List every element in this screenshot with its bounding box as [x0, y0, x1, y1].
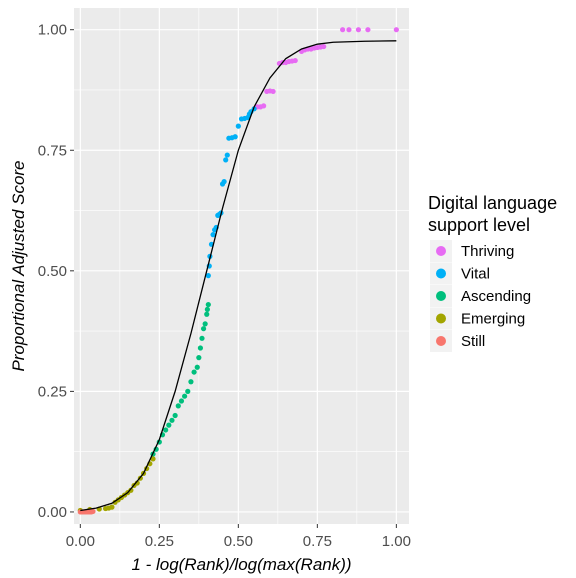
data-point-ascending [163, 427, 169, 433]
data-point-vital [223, 157, 229, 163]
data-point-ascending [182, 393, 188, 399]
legend-keys: Thriving Vital Ascending Emerging Still [430, 240, 531, 352]
data-point-vital [235, 123, 241, 129]
data-point-thriving [292, 57, 298, 64]
data-point-ascending [191, 369, 197, 375]
data-point-vital [224, 152, 230, 158]
data-point-thriving [365, 27, 371, 33]
data-point-ascending [202, 321, 208, 327]
data-point-emerging [128, 487, 134, 493]
data-point-thriving [355, 27, 362, 33]
x-tick-label: 1.00 [382, 533, 411, 550]
data-point-emerging [109, 504, 115, 510]
y-tick-label: 0.50 [38, 263, 67, 280]
data-point-ascending [200, 326, 207, 332]
legend-label-ascending: Ascending [461, 288, 531, 305]
grid-lines [74, 8, 409, 524]
legend-label-emerging: Emerging [461, 311, 525, 328]
data-point-thriving [261, 103, 267, 109]
data-point-vital [205, 273, 211, 279]
x-tick-label: 0.00 [66, 533, 95, 550]
data-point-ascending [199, 335, 205, 341]
plot-panel [74, 8, 409, 524]
legend-key-thriving [436, 246, 446, 256]
data-point-ascending [188, 379, 194, 385]
legend: Digital language support level Thriving V… [428, 193, 557, 352]
legend-label-thriving: Thriving [461, 243, 514, 260]
data-point-vital [232, 134, 238, 140]
data-point-ascending [197, 345, 204, 351]
data-point-ascending [172, 412, 178, 419]
data-point-thriving [393, 27, 399, 33]
data-point-ascending [205, 301, 211, 308]
data-point-ascending [178, 398, 185, 404]
fit-curve [80, 40, 397, 512]
legend-key-emerging [436, 313, 446, 324]
data-point-thriving [270, 88, 276, 95]
y-axis: 0.00 0.25 0.50 0.75 1.00 [38, 22, 74, 521]
x-tick-label: 0.25 [145, 533, 174, 550]
y-tick-label: 1.00 [38, 22, 67, 39]
data-point-thriving [346, 27, 352, 33]
x-tick-label: 0.75 [303, 533, 332, 550]
data-points [77, 27, 399, 515]
x-tick-label: 0.50 [224, 533, 253, 550]
x-axis: 0.00 0.25 0.50 0.75 1.00 [66, 524, 411, 550]
data-point-ascending [194, 364, 200, 370]
data-point-ascending [185, 388, 191, 394]
y-tick-label: 0.25 [38, 383, 67, 400]
y-tick-label: 0.00 [38, 504, 67, 521]
legend-key-vital [436, 268, 446, 279]
data-point-vital [221, 179, 227, 185]
x-axis-label: 1 - log(Rank)/log(max(Rank)) [131, 555, 351, 574]
data-point-thriving [321, 43, 327, 50]
legend-label-still: Still [461, 333, 485, 350]
legend-title: Digital language [428, 193, 557, 213]
data-point-emerging [150, 456, 156, 462]
legend-title-line2: support level [428, 215, 530, 235]
data-point-ascending [204, 311, 210, 317]
data-point-ascending [169, 417, 175, 423]
data-point-ascending [166, 422, 172, 428]
data-point-thriving [340, 27, 346, 33]
data-point-ascending [196, 355, 202, 361]
data-point-still [90, 508, 96, 515]
y-axis-label: Proportional Adjusted Score [9, 160, 28, 371]
data-point-vital [210, 232, 216, 238]
legend-label-vital: Vital [461, 266, 490, 283]
legend-key-ascending [436, 291, 446, 301]
y-tick-label: 0.75 [38, 142, 67, 159]
legend-key-still [436, 336, 446, 346]
data-point-ascending [204, 306, 210, 313]
data-point-ascending [175, 403, 181, 409]
